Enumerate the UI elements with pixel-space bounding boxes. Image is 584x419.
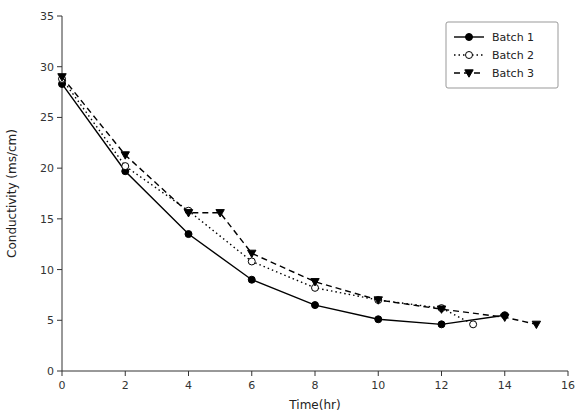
data-point: [184, 210, 192, 217]
data-point: [122, 163, 129, 170]
x-tick: [315, 371, 316, 376]
x-tick: [441, 371, 442, 376]
y-tick-label: 20: [40, 162, 54, 175]
data-point: [312, 302, 319, 309]
y-axis-line: [62, 16, 63, 371]
x-tick: [378, 371, 379, 376]
x-tick: [62, 371, 63, 376]
x-tick-label: 16: [561, 379, 575, 392]
data-point: [532, 321, 540, 328]
legend-marker: [466, 52, 473, 59]
data-point: [185, 231, 192, 238]
axes: 0 2 4 6 8 10 12 14 16 0 5 10 15 20 25 30 35: [40, 10, 575, 392]
y-tick-label: 15: [40, 213, 54, 226]
y-tick: [57, 269, 62, 270]
legend-label: Batch 2: [492, 49, 534, 62]
data-point: [216, 210, 224, 217]
chart: 0 2 4 6 8 10 12 14 16 0 5 10 15 20 25 30 35 Time(hr) Condu…: [0, 0, 584, 419]
x-tick: [504, 371, 505, 376]
x-tick: [188, 371, 189, 376]
series-line: [62, 77, 536, 324]
y-tick-label: 30: [40, 61, 54, 74]
y-tick: [57, 168, 62, 169]
data-point: [438, 321, 445, 328]
y-tick-label: 5: [47, 314, 54, 327]
x-tick: [251, 371, 252, 376]
legend-label: Batch 3: [492, 67, 534, 80]
data-point: [121, 152, 129, 159]
data-point: [501, 314, 509, 321]
data-point: [58, 74, 66, 81]
y-tick: [57, 117, 62, 118]
y-tick-label: 25: [40, 111, 54, 124]
y-tick-label: 10: [40, 264, 54, 277]
series-line: [62, 84, 505, 324]
legend-marker: [466, 34, 473, 41]
x-tick: [568, 371, 569, 376]
legend-marker: [465, 70, 473, 77]
x-tick-label: 2: [122, 379, 129, 392]
x-tick-label: 0: [59, 379, 66, 392]
x-tick-label: 6: [248, 379, 255, 392]
data-point: [437, 306, 445, 313]
y-axis-label: Conductivity (ms/cm): [5, 129, 19, 258]
y-tick: [57, 320, 62, 321]
y-tick-label: 35: [40, 10, 54, 23]
data-point: [375, 297, 382, 304]
x-tick-label: 14: [498, 379, 512, 392]
x-tick-label: 10: [371, 379, 385, 392]
data-point: [470, 321, 477, 328]
legend-label: Batch 1: [492, 31, 534, 44]
legend: Batch 1 Batch 2 Batch 3: [446, 22, 558, 88]
data-point: [375, 316, 382, 323]
legend-box: [446, 22, 558, 88]
x-tick: [125, 371, 126, 376]
x-tick-label: 8: [312, 379, 319, 392]
data-point: [248, 258, 255, 265]
y-tick: [57, 371, 62, 372]
x-tick-label: 12: [435, 379, 449, 392]
x-tick-label: 4: [185, 379, 192, 392]
data-point: [374, 297, 382, 304]
y-tick: [57, 16, 62, 17]
y-tick-label: 0: [47, 365, 54, 378]
data-point: [311, 279, 319, 286]
series-line: [62, 79, 473, 324]
plot-area: [58, 74, 541, 329]
y-tick: [57, 218, 62, 219]
data-point: [248, 276, 255, 283]
data-point: [248, 250, 256, 257]
x-axis-label: Time(hr): [288, 398, 340, 412]
y-tick: [57, 66, 62, 67]
